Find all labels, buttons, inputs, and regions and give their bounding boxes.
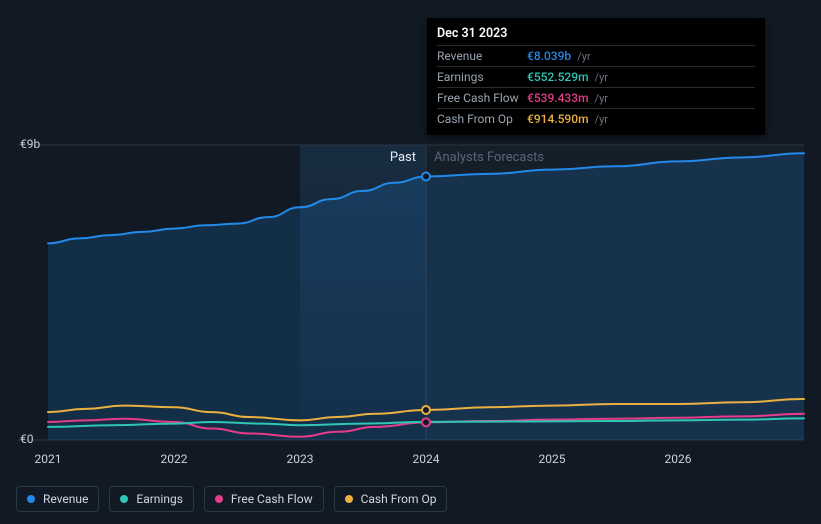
legend-dot-icon — [345, 495, 353, 503]
legend-dot-icon — [215, 495, 223, 503]
tooltip-row-earnings: Earnings€552.529m/yr — [437, 66, 755, 87]
tooltip-row-revenue: Revenue€8.039b/yr — [437, 45, 755, 66]
tooltip-unit: /yr — [595, 113, 608, 126]
x-axis-label: 2021 — [35, 452, 62, 466]
tooltip-rows: Revenue€8.039b/yrEarnings€552.529m/yrFre… — [437, 45, 755, 129]
legend-label: Earnings — [136, 492, 183, 506]
x-axis-label: 2025 — [539, 452, 566, 466]
tooltip-value: €552.529m — [527, 70, 589, 84]
tooltip-unit: /yr — [595, 71, 608, 84]
legend-dot-icon — [120, 495, 128, 503]
x-axis-label: 2024 — [413, 452, 440, 466]
legend-item-earnings[interactable]: Earnings — [109, 486, 194, 512]
tooltip-date: Dec 31 2023 — [437, 26, 755, 45]
section-label-forecast: Analysts Forecasts — [434, 150, 544, 165]
y-axis-label: €0 — [20, 432, 34, 446]
tooltip-value: €914.590m — [527, 112, 589, 126]
tooltip-value: €539.433m — [527, 91, 589, 105]
tooltip-label: Earnings — [437, 70, 527, 84]
chart-tooltip: Dec 31 2023 Revenue€8.039b/yrEarnings€55… — [427, 18, 765, 135]
legend-label: Cash From Op — [361, 492, 437, 506]
legend-item-cash_from_op[interactable]: Cash From Op — [334, 486, 448, 512]
tooltip-row-free_cash_flow: Free Cash Flow€539.433m/yr — [437, 87, 755, 108]
legend-label: Revenue — [43, 492, 88, 506]
tooltip-label: Revenue — [437, 49, 527, 63]
y-axis-label: €9b — [20, 137, 40, 151]
section-label-past: Past — [390, 150, 416, 165]
x-axis-label: 2023 — [287, 452, 314, 466]
tooltip-label: Cash From Op — [437, 112, 527, 126]
x-axis-label: 2022 — [161, 452, 188, 466]
tooltip-label: Free Cash Flow — [437, 91, 527, 105]
chart-legend: Revenue Earnings Free Cash Flow Cash From O… — [16, 486, 447, 512]
legend-label: Free Cash Flow — [231, 492, 313, 506]
tooltip-row-cash_from_op: Cash From Op€914.590m/yr — [437, 108, 755, 129]
tooltip-unit: /yr — [577, 50, 590, 63]
legend-dot-icon — [27, 495, 35, 503]
x-axis-label: 2026 — [665, 452, 692, 466]
tooltip-unit: /yr — [595, 92, 608, 105]
legend-item-revenue[interactable]: Revenue — [16, 486, 99, 512]
legend-item-free_cash_flow[interactable]: Free Cash Flow — [204, 486, 324, 512]
tooltip-value: €8.039b — [527, 49, 571, 63]
